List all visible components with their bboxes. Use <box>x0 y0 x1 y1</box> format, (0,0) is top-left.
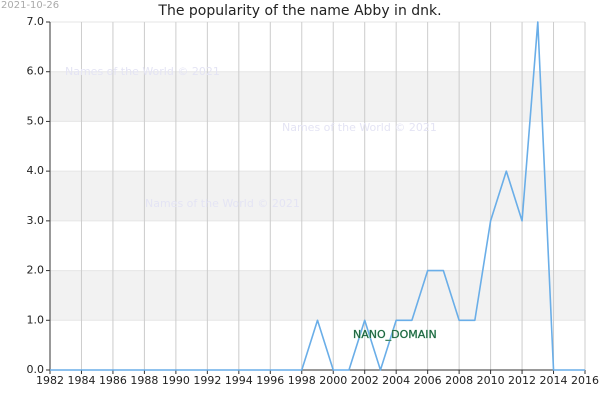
x-tick-label: 2002 <box>351 374 379 387</box>
y-tick-label: 6.0 <box>27 65 45 78</box>
x-tick-label: 2004 <box>382 374 410 387</box>
x-tick-label: 2016 <box>571 374 599 387</box>
x-tick-label: 1990 <box>162 374 190 387</box>
x-tick-label: 1986 <box>99 374 127 387</box>
series-line <box>50 21 585 371</box>
x-tick-label: 2008 <box>445 374 473 387</box>
y-tick-label: 0.0 <box>27 363 45 376</box>
watermark: Names of the World © 2021 <box>145 197 300 210</box>
x-tick-label: 1992 <box>193 374 221 387</box>
watermark: Names of the World © 2021 <box>282 121 437 134</box>
x-tick-label: 1984 <box>67 374 95 387</box>
y-tick-label: 2.0 <box>27 264 45 277</box>
y-tick-label: 5.0 <box>27 114 45 127</box>
x-tick-label: 2006 <box>414 374 442 387</box>
x-tick-label: 1996 <box>256 374 284 387</box>
x-tick-label: 2000 <box>319 374 347 387</box>
x-tick-label: 2012 <box>508 374 536 387</box>
watermark: Names of the World © 2021 <box>65 65 220 78</box>
date-stamp: 2021-10-26 <box>1 0 59 11</box>
x-tick-label: 1998 <box>288 374 316 387</box>
x-tick-label: 1988 <box>130 374 158 387</box>
y-tick-label: 7.0 <box>27 15 45 28</box>
domain-label: NANO_DOMAIN <box>353 328 437 341</box>
y-tick-label: 3.0 <box>27 214 45 227</box>
grid-band <box>50 171 585 221</box>
x-tick-label: 1994 <box>225 374 253 387</box>
y-tick-label: 1.0 <box>27 313 45 326</box>
x-tick-label: 1982 <box>36 374 64 387</box>
x-tick-label: 2014 <box>540 374 568 387</box>
chart-title: The popularity of the name Abby in dnk. <box>157 3 441 19</box>
marks <box>50 21 585 371</box>
grid: 0.0 1.0 2.0 3.0 4.0 5.0 6.0 7.0 1982 1984 1986 1988… <box>27 15 600 387</box>
grid-band <box>50 270 585 321</box>
y-tick-label: 4.0 <box>27 164 45 177</box>
grid-band <box>50 71 585 122</box>
x-tick-label: 2010 <box>477 374 505 387</box>
